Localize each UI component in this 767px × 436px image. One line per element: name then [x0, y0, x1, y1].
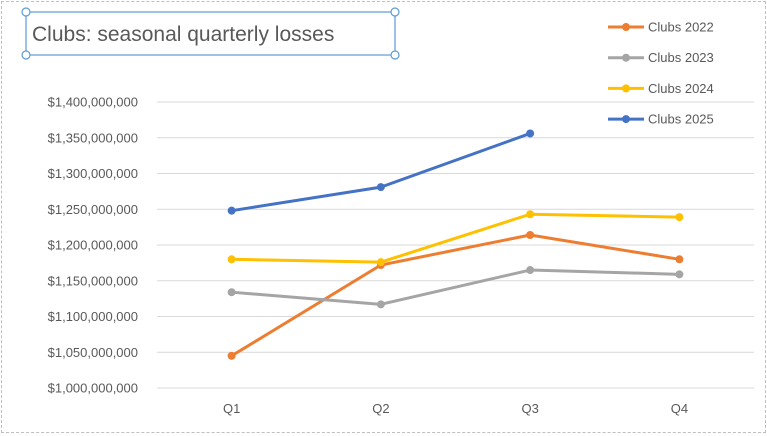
- resize-handle[interactable]: [390, 50, 400, 60]
- legend-swatch-marker: [622, 84, 630, 93]
- legend-swatch-marker: [622, 115, 630, 124]
- series-clubs-2023[interactable]: [227, 266, 684, 309]
- resize-handle[interactable]: [21, 7, 31, 17]
- y-axis: $1,000,000,000 $1,050,000,000 $1,100,000,0…: [48, 95, 138, 396]
- y-tick-label: $1,200,000,000: [48, 238, 138, 253]
- legend-label: Clubs 2022: [648, 20, 714, 35]
- y-tick-label: $1,150,000,000: [48, 273, 138, 288]
- series-lines: [227, 129, 684, 360]
- legend-item[interactable]: Clubs 2022: [608, 20, 714, 35]
- y-tick-label: $1,000,000,000: [48, 381, 138, 396]
- data-point[interactable]: [227, 255, 236, 264]
- data-point[interactable]: [675, 213, 684, 222]
- legend-swatch-marker: [622, 23, 630, 31]
- data-point[interactable]: [376, 300, 385, 309]
- series-line[interactable]: [230, 212, 681, 264]
- data-point[interactable]: [376, 258, 385, 267]
- resize-handle[interactable]: [21, 50, 31, 60]
- legend-label: Clubs 2025: [648, 112, 714, 127]
- title-selection-box: [25, 11, 396, 56]
- series-line[interactable]: [230, 131, 532, 213]
- data-point[interactable]: [526, 230, 535, 239]
- legend-item[interactable]: Clubs 2024: [608, 81, 714, 96]
- legend-label: Clubs 2024: [648, 81, 714, 96]
- legend[interactable]: Clubs 2022 Clubs 2023 Clubs 2024 Clubs 2025: [608, 20, 714, 127]
- x-tick-label: Q2: [372, 401, 389, 416]
- chart-title-group[interactable]: Clubs: seasonal quarterly losses: [21, 7, 400, 60]
- series-clubs-2025[interactable]: [227, 129, 535, 215]
- x-tick-label: Q3: [521, 401, 538, 416]
- gridlines: [157, 101, 754, 389]
- data-point[interactable]: [526, 266, 535, 275]
- data-point[interactable]: [526, 210, 535, 219]
- y-tick-label: $1,250,000,000: [48, 202, 138, 217]
- y-tick-label: $1,050,000,000: [48, 345, 138, 360]
- legend-label: Clubs 2023: [648, 50, 714, 65]
- x-axis: Q1 Q2 Q3 Q4: [223, 401, 688, 416]
- y-tick-label: $1,300,000,000: [48, 166, 138, 181]
- y-tick-label: $1,400,000,000: [48, 95, 138, 110]
- series-line[interactable]: [230, 268, 681, 306]
- data-point[interactable]: [227, 206, 236, 215]
- legend-item[interactable]: Clubs 2023: [608, 50, 714, 65]
- legend-swatch-marker: [622, 53, 630, 62]
- resize-handle[interactable]: [390, 7, 400, 17]
- data-point[interactable]: [227, 288, 236, 297]
- series-line[interactable]: [230, 233, 681, 358]
- series-clubs-2022[interactable]: [227, 230, 684, 360]
- x-tick-label: Q4: [671, 401, 688, 416]
- data-point[interactable]: [675, 270, 684, 279]
- data-point[interactable]: [376, 183, 385, 192]
- chart-title[interactable]: Clubs: seasonal quarterly losses: [32, 23, 334, 46]
- data-point[interactable]: [526, 129, 535, 138]
- series-clubs-2024[interactable]: [227, 210, 684, 267]
- legend-item[interactable]: Clubs 2025: [608, 112, 714, 127]
- y-tick-label: $1,100,000,000: [48, 309, 138, 324]
- x-tick-label: Q1: [223, 401, 240, 416]
- data-point[interactable]: [675, 255, 684, 264]
- y-tick-label: $1,350,000,000: [48, 130, 138, 145]
- data-point[interactable]: [227, 351, 236, 360]
